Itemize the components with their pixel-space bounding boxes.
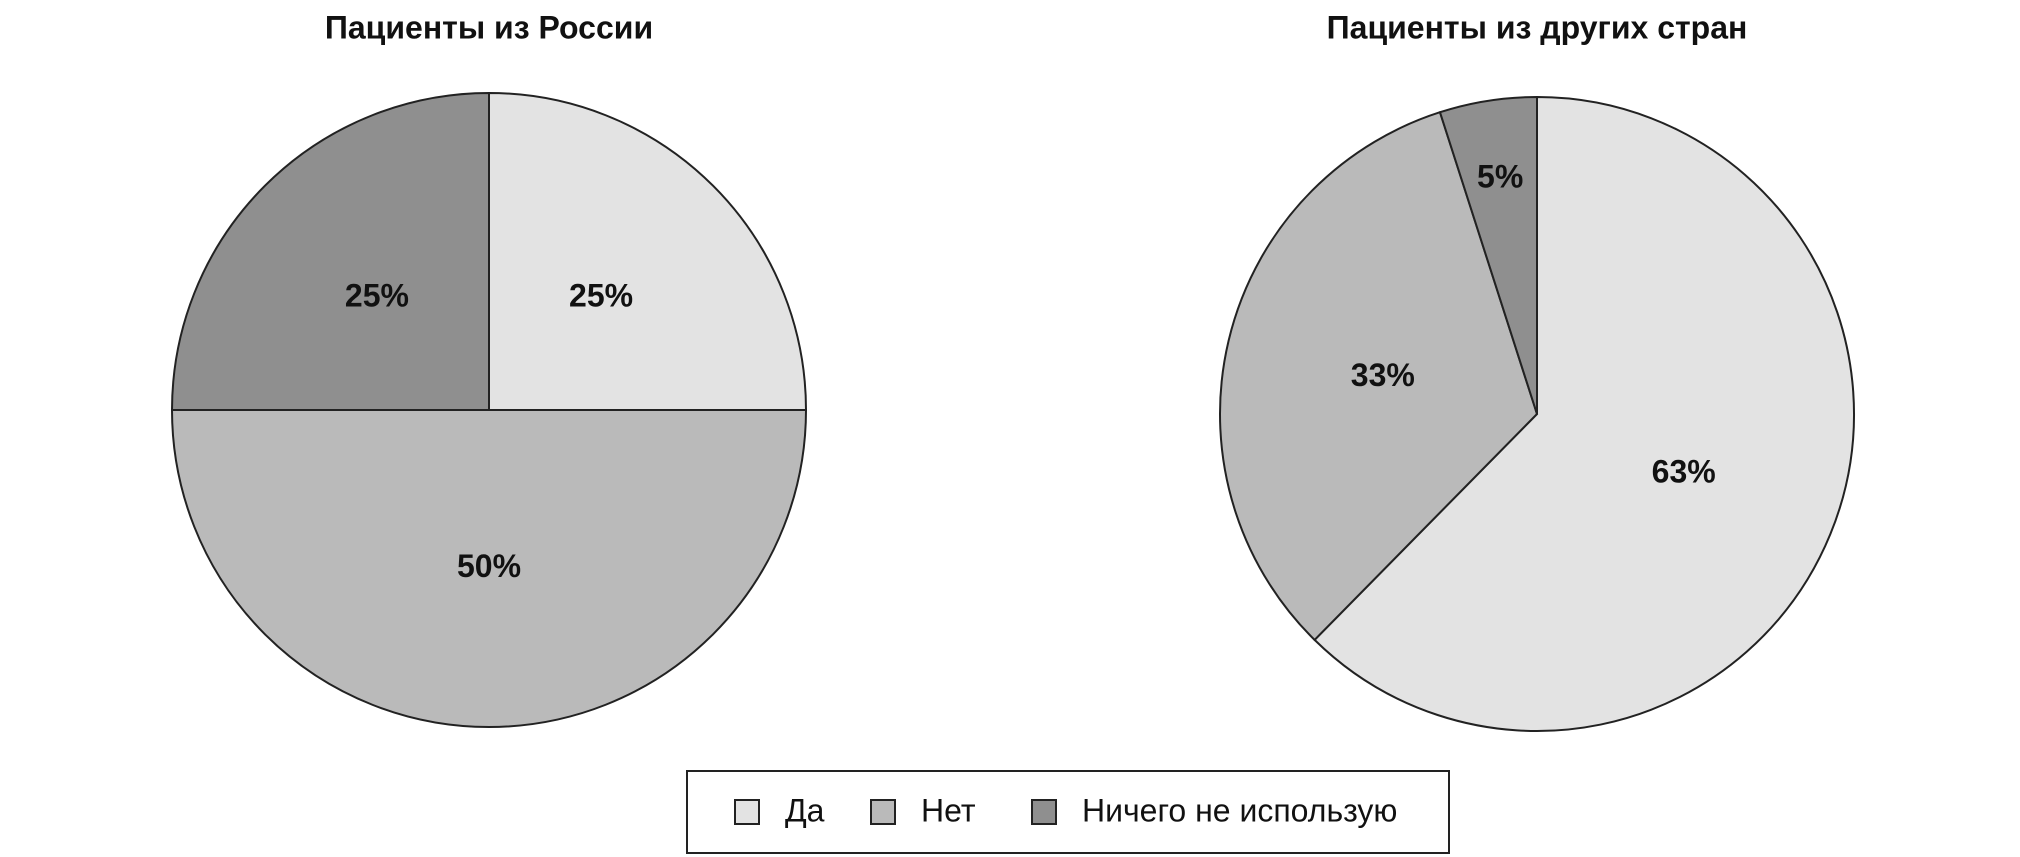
data-label: 50% bbox=[457, 548, 521, 584]
data-label: 63% bbox=[1652, 454, 1716, 490]
data-label: 33% bbox=[1351, 357, 1415, 393]
legend-box bbox=[686, 770, 1450, 854]
pie-slice bbox=[1438, 95, 1538, 415]
data-label: 5% bbox=[1477, 159, 1523, 195]
pie-slice bbox=[170, 91, 490, 411]
pie-slice bbox=[488, 91, 808, 411]
pie-slice bbox=[170, 409, 808, 728]
legend-swatch bbox=[870, 799, 896, 825]
chart-title: Пациенты из России bbox=[325, 9, 653, 45]
chart-title: Пациенты из других стран bbox=[1327, 9, 1748, 45]
legend-label: Да bbox=[785, 792, 825, 828]
legend-label: Нет bbox=[921, 792, 976, 828]
data-label: 25% bbox=[569, 277, 633, 313]
legend-swatch bbox=[1031, 799, 1057, 825]
legend-swatch bbox=[734, 799, 760, 825]
legend-label: Ничего не использую bbox=[1082, 792, 1397, 828]
pie-slice bbox=[1313, 95, 1855, 732]
data-label: 25% bbox=[345, 277, 409, 313]
pie-slice bbox=[1219, 110, 1539, 642]
